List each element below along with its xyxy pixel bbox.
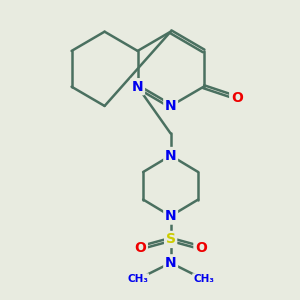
Text: N: N [165, 148, 176, 163]
Text: O: O [134, 241, 146, 255]
Text: N: N [165, 256, 176, 270]
Text: N: N [165, 99, 176, 113]
Text: S: S [166, 232, 176, 246]
Text: CH₃: CH₃ [193, 274, 214, 284]
Text: O: O [195, 241, 207, 255]
Text: O: O [231, 91, 243, 105]
Text: CH₃: CH₃ [127, 274, 148, 284]
Text: N: N [132, 80, 143, 94]
Text: N: N [165, 209, 176, 223]
